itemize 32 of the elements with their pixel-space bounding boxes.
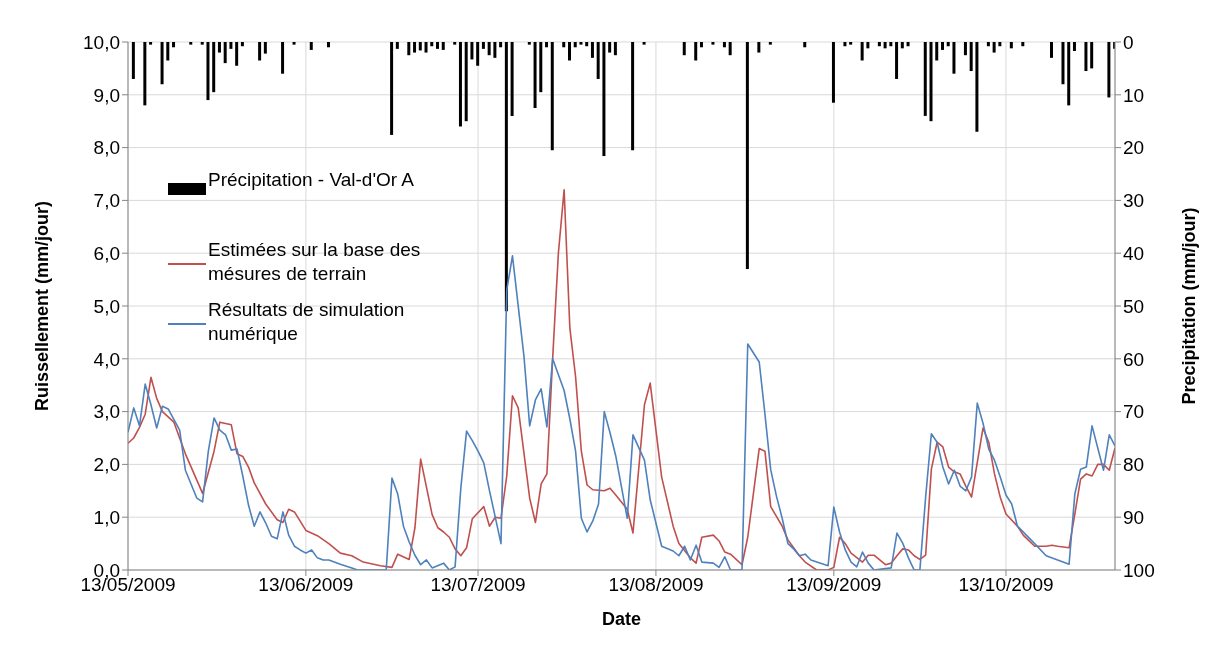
y2-tick-label: 30 xyxy=(1123,190,1145,212)
y2-tick-label: 90 xyxy=(1123,506,1145,528)
y2-tick-label: 100 xyxy=(1123,559,1155,581)
y2-axis-title: Precipitation (mm/jour) xyxy=(1179,207,1200,405)
x-axis-title: Date xyxy=(601,609,642,629)
y2-tick-label: 50 xyxy=(1123,295,1145,317)
y2-tick-label: 10 xyxy=(1123,84,1145,106)
y2-tick-label: 40 xyxy=(1123,242,1145,264)
y2-tick-label: 0 xyxy=(1123,31,1134,53)
y-tick-label: 7,0 xyxy=(93,190,120,212)
y-tick-label: 2,0 xyxy=(93,454,120,476)
y2-tick-label: 60 xyxy=(1123,348,1145,370)
legend-label: Estimées sur la base des mésures de terrain xyxy=(208,238,422,286)
y-tick-label: 1,0 xyxy=(93,506,120,528)
y-axis-title: Ruissellement (mm/jour) xyxy=(32,200,53,412)
y2-tick-label: 80 xyxy=(1123,454,1145,476)
y-tick-label: 9,0 xyxy=(93,84,120,106)
y2-tick-label: 70 xyxy=(1123,401,1145,423)
y-tick-label: 8,0 xyxy=(93,137,120,159)
legend-label: Résultats de simulation numérique xyxy=(208,298,406,346)
x-tick-label: 13/10/2009 xyxy=(958,574,1054,596)
y-tick-label: 6,0 xyxy=(93,242,120,264)
x-tick-label: 13/08/2009 xyxy=(608,574,704,596)
x-tick-label: 13/09/2009 xyxy=(786,574,882,596)
legend-label: Précipitation - Val-d'Or A xyxy=(208,168,415,192)
y2-tick-label: 20 xyxy=(1123,137,1145,159)
y-tick-label: 10,0 xyxy=(83,31,120,53)
y-tick-label: 5,0 xyxy=(93,295,120,317)
y-tick-label: 4,0 xyxy=(93,348,120,370)
y-tick-label: 3,0 xyxy=(93,401,120,423)
x-tick-label: 13/06/2009 xyxy=(258,574,354,596)
x-tick-label: 13/07/2009 xyxy=(430,574,526,596)
